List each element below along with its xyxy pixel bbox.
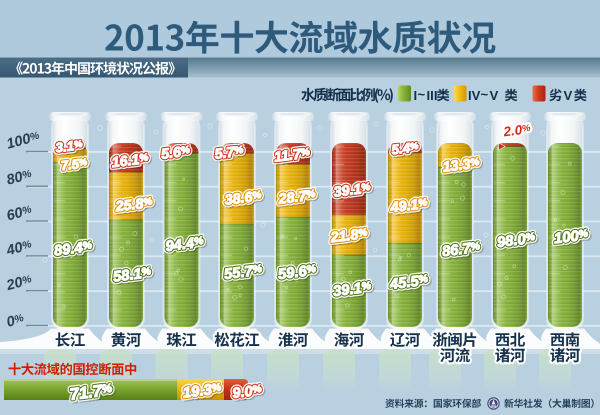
svg-text:I: I [414, 88, 418, 103]
svg-text:25.8%: 25.8% [114, 195, 154, 216]
svg-text:38.6%: 38.6% [224, 188, 263, 208]
svg-text:28.7%: 28.7% [277, 187, 317, 208]
svg-text:~: ~ [481, 87, 489, 102]
svg-text:39.1%: 39.1% [333, 180, 372, 200]
svg-text:~: ~ [418, 87, 426, 102]
svg-text:21.8%: 21.8% [329, 226, 369, 247]
svg-text:49.1%: 49.1% [389, 196, 429, 217]
svg-text:13.3%: 13.3% [442, 155, 481, 175]
svg-text:16.1%: 16.1% [111, 151, 150, 171]
svg-text:71.7%: 71.7% [69, 381, 114, 404]
svg-text:V: V [490, 88, 499, 103]
svg-text:IV: IV [468, 88, 481, 103]
svg-text:III: III [427, 88, 438, 103]
svg-text:V: V [564, 88, 573, 103]
